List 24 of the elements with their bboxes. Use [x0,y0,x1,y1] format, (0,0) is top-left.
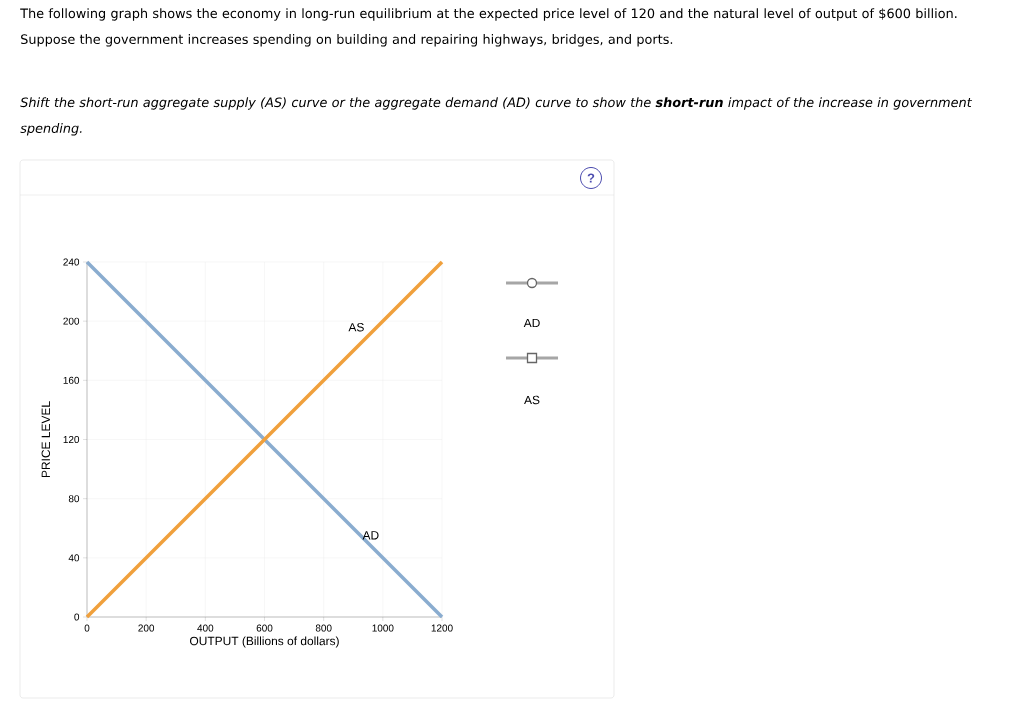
y-tick-label: 80 [68,495,80,503]
text: ? [587,173,595,183]
x-tick-label: 400 [197,624,214,632]
series-label: AD [362,531,379,540]
y-axis-title: PRICE LEVEL [41,401,51,478]
series-label: AS [348,323,364,332]
y-tick-label: 40 [68,554,80,562]
y-tick-label: 240 [63,258,80,266]
x-axis-title: OUTPUT (Billions of dollars) [190,636,339,648]
x-tick-label: 200 [138,624,155,632]
y-tick-label: 120 [63,435,80,444]
x-tick-label: 600 [256,624,273,632]
y-tick-label: 160 [63,376,80,384]
x-tick-label: 1200 [431,624,453,632]
x-tick-label: 0 [84,624,90,632]
y-tick-label: 200 [63,317,80,325]
y-tick-label: 0 [74,613,80,621]
text: AD [523,318,540,328]
text: The following graph shows the economy in long-run equilibrium at the expected price level of 120 and the natural level of output of $600 billion. [20,8,957,21]
text: AS [524,395,540,405]
x-tick-label: 800 [315,624,332,632]
text: Shift the short-run aggregate supply (AS) curve or the aggregate demand (AD) curve to show the short-run impact of the increase in government spending. [20,97,973,136]
x-tick-label: 1000 [372,624,394,632]
chart-subtitle: Suppose the government increases spending on building and repairing highways, bridges, and ports. [21,34,673,47]
